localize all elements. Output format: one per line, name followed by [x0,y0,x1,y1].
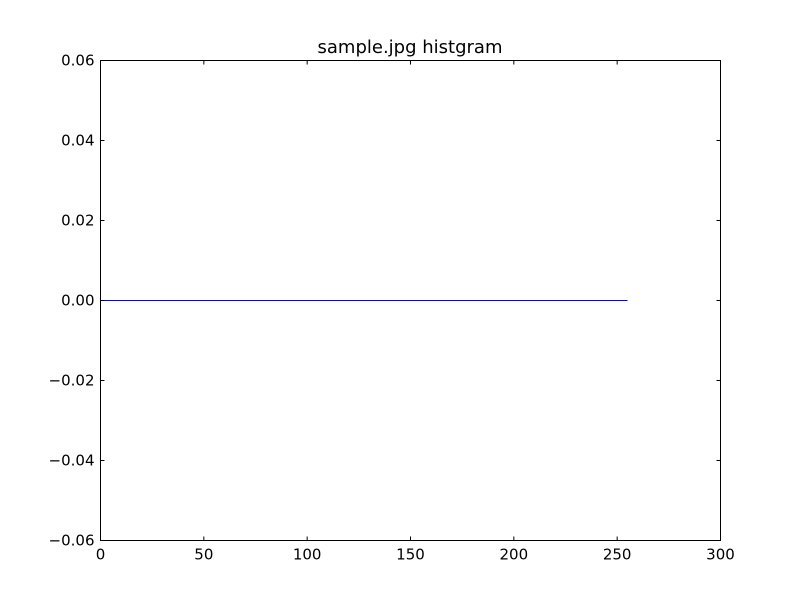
y-tick-label: 0.02 [61,212,94,230]
y-tick-label: −0.02 [49,372,95,390]
x-tick-label: 0 [96,546,106,564]
y-tick-label: 0.06 [61,52,94,70]
y-tick-label: −0.06 [49,532,95,550]
x-tick-label: 250 [603,546,632,564]
axis-tick-labels: 0 50 100 150 200 250 300 0.06 0.04 0.02 0.00 −0.02 −… [49,52,735,564]
y-tick-label: −0.04 [49,452,95,470]
x-tick-label: 150 [396,546,425,564]
x-tick-label: 200 [500,546,529,564]
chart-title: sample.jpg histgram [318,37,503,58]
y-tick-label: 0.04 [61,132,94,150]
x-tick-label: 100 [293,546,322,564]
x-tick-label: 300 [706,546,735,564]
x-tick-label: 50 [194,546,213,564]
y-tick-label: 0.00 [61,292,94,310]
axes-frame [100,60,721,541]
